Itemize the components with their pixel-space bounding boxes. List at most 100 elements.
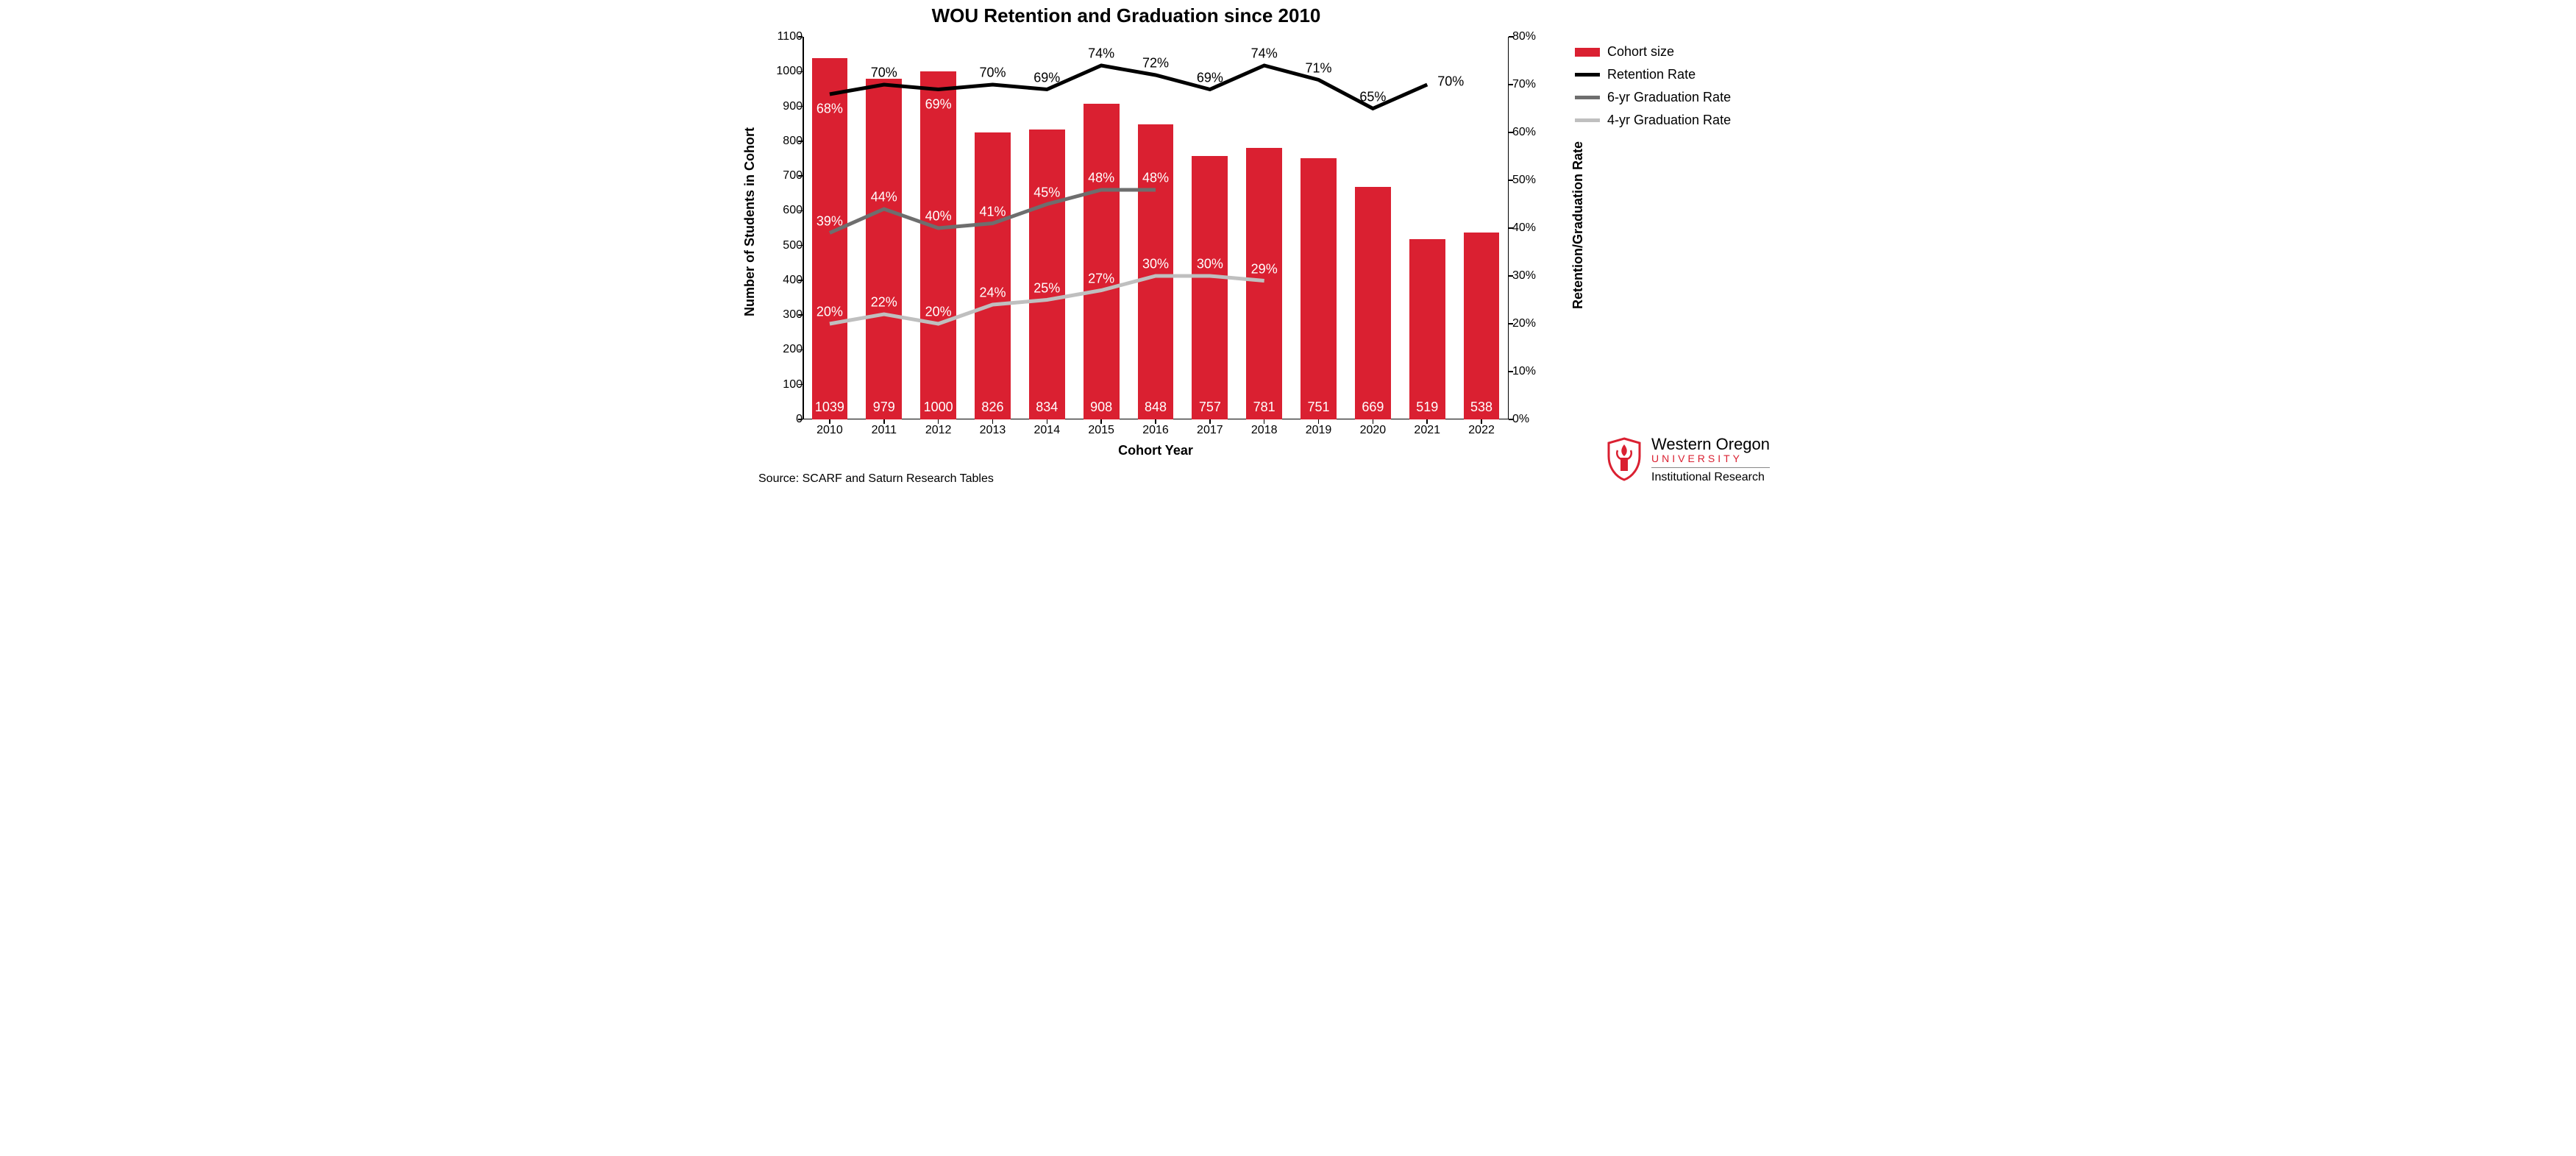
y-right-tick-label: 60% <box>1512 126 1556 139</box>
cohort-value-label: 751 <box>1308 400 1330 415</box>
cohort-value-label: 781 <box>1253 400 1275 415</box>
y-axis-right: 0%10%20%30%40%50%60%70%80% <box>1512 37 1556 419</box>
cohort-value-label: 834 <box>1036 400 1058 415</box>
y-left-tick-label: 100 <box>758 378 803 391</box>
grad6-label: 48% <box>1142 171 1169 186</box>
x-tick-label: 2020 <box>1360 424 1387 437</box>
y-left-tick-label: 500 <box>758 239 803 252</box>
brand-line1: Western Oregon <box>1651 436 1770 453</box>
cohort-value-label: 1000 <box>924 400 953 415</box>
legend-line <box>1575 96 1600 99</box>
legend-line <box>1575 118 1600 122</box>
y-left-tick-label: 200 <box>758 343 803 356</box>
legend-item-retention: Retention Rate <box>1575 67 1766 82</box>
plot-area: 1039979100082683490884875778175166951953… <box>803 37 1509 419</box>
retention-label: 71% <box>1306 60 1332 76</box>
x-axis: 2010 2011 2012 2013 2014 2015 2016 2017 2018 2019… <box>803 419 1509 442</box>
retention-label: 74% <box>1251 46 1278 62</box>
labels-layer: 1039979100082683490884875778175166951953… <box>803 37 1509 419</box>
retention-label: 69% <box>1033 70 1060 85</box>
legend: Cohort size Retention Rate 6-yr Graduation… <box>1575 44 1766 135</box>
grad4-label: 25% <box>1033 280 1060 296</box>
y-left-tick-label: 400 <box>758 274 803 287</box>
x-tick-label: 2022 <box>1468 424 1495 437</box>
x-tick-label: 2016 <box>1142 424 1169 437</box>
retention-label: 68% <box>816 102 843 117</box>
y-left-tick <box>798 36 803 38</box>
y-left-tick <box>798 175 803 177</box>
legend-label: 4-yr Graduation Rate <box>1607 113 1731 128</box>
y-left-tick-label: 1000 <box>758 65 803 78</box>
legend-item-grad6: 6-yr Graduation Rate <box>1575 90 1766 105</box>
cohort-value-label: 519 <box>1416 400 1438 415</box>
x-axis-title: Cohort Year <box>803 443 1509 458</box>
grad4-label: 29% <box>1251 261 1278 277</box>
x-tick-label: 2013 <box>980 424 1006 437</box>
y-left-tick-label: 0 <box>758 413 803 426</box>
y-left-tick-label: 800 <box>758 135 803 148</box>
legend-line <box>1575 73 1600 77</box>
x-tick-label: 2014 <box>1034 424 1061 437</box>
legend-swatch <box>1575 48 1600 57</box>
grad6-label: 48% <box>1088 171 1114 186</box>
y-right-tick-label: 70% <box>1512 78 1556 91</box>
y-left-tick <box>798 314 803 316</box>
y-left-tick <box>798 280 803 281</box>
y-left-tick <box>798 384 803 386</box>
y-left-tick <box>798 245 803 247</box>
y-right-tick <box>1509 180 1513 181</box>
cohort-value-label: 1039 <box>815 400 844 415</box>
y-right-tick <box>1509 275 1513 277</box>
cohort-value-label: 669 <box>1362 400 1384 415</box>
cohort-value-label: 826 <box>981 400 1003 415</box>
cohort-value-label: 538 <box>1470 400 1492 415</box>
y-right-tick <box>1509 371 1513 372</box>
grad6-label: 45% <box>1033 185 1060 200</box>
y-right-tick-label: 80% <box>1512 30 1556 43</box>
y-right-tick <box>1509 132 1513 133</box>
x-tick-label: 2010 <box>816 424 843 437</box>
x-tick-label: 2011 <box>872 424 897 437</box>
retention-label: 72% <box>1142 56 1169 71</box>
shield-icon <box>1604 436 1644 483</box>
grad6-label: 44% <box>871 190 897 205</box>
chart-container: WOU Retention and Graduation since 2010 … <box>736 0 1840 494</box>
y-right-tick-label: 20% <box>1512 317 1556 330</box>
cohort-value-label: 979 <box>873 400 895 415</box>
y-right-tick-label: 30% <box>1512 269 1556 283</box>
y-left-tick-label: 1100 <box>758 30 803 43</box>
x-tick-label: 2017 <box>1197 424 1223 437</box>
y-left-tick <box>798 141 803 142</box>
grad4-label: 27% <box>1088 271 1114 286</box>
brand-line2: UNIVERSITY <box>1651 453 1770 468</box>
source-note: Source: SCARF and Saturn Research Tables <box>758 472 994 486</box>
y-left-tick-label: 300 <box>758 308 803 322</box>
x-tick-label: 2012 <box>925 424 952 437</box>
legend-label: Retention Rate <box>1607 67 1696 82</box>
brand-line3: Institutional Research <box>1651 471 1770 484</box>
retention-label: 69% <box>925 96 952 112</box>
y-left-tick <box>798 210 803 212</box>
retention-label: 69% <box>1197 70 1223 85</box>
grad4-label: 22% <box>871 295 897 311</box>
cohort-value-label: 908 <box>1090 400 1112 415</box>
y-left-tick-label: 900 <box>758 100 803 113</box>
y-right-tick <box>1509 227 1513 229</box>
cohort-value-label: 848 <box>1145 400 1167 415</box>
x-tick-label: 2015 <box>1088 424 1114 437</box>
grad4-label: 30% <box>1142 257 1169 272</box>
y-right-tick <box>1509 419 1513 420</box>
retention-label: 65% <box>1359 89 1386 104</box>
legend-item-grad4: 4-yr Graduation Rate <box>1575 113 1766 128</box>
x-tick-label: 2018 <box>1251 424 1278 437</box>
grad4-label: 24% <box>979 286 1006 301</box>
brand-text: Western Oregon UNIVERSITY Institutional … <box>1651 436 1770 484</box>
legend-item-cohort: Cohort size <box>1575 44 1766 60</box>
y-left-tick <box>798 71 803 73</box>
y-axis-left: 010020030040050060070080090010001100 <box>758 37 803 419</box>
grad6-label: 40% <box>925 209 952 224</box>
retention-label: 70% <box>979 65 1006 81</box>
y-right-tick-label: 0% <box>1512 413 1556 426</box>
x-tick-label: 2019 <box>1306 424 1332 437</box>
grad4-label: 20% <box>925 305 952 320</box>
